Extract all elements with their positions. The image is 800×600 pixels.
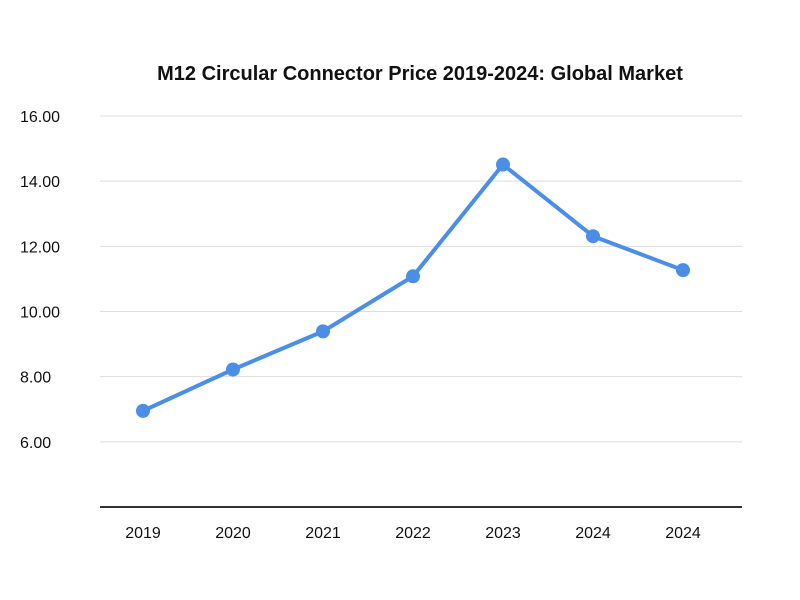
data-point [316, 324, 330, 339]
data-point [136, 403, 150, 418]
y-tick-label: 8.00 [20, 370, 51, 387]
y-tick-label: 10.00 [20, 305, 60, 322]
x-tick-label: 2024 [665, 525, 701, 542]
chart-title: M12 Circular Connector Price 2019-2024: … [157, 63, 683, 85]
x-tick-label: 2022 [395, 525, 431, 542]
x-tick-label: 2019 [125, 525, 161, 542]
x-tick-label: 2020 [215, 525, 251, 542]
data-point [586, 229, 600, 244]
gridlines [100, 115, 742, 443]
data-point [496, 157, 510, 172]
data-point [676, 263, 690, 278]
y-tick-label: 6.00 [20, 435, 51, 452]
y-tick-label: 14.00 [20, 174, 60, 191]
y-tick-label: 16.00 [20, 109, 60, 126]
data-point [406, 269, 420, 284]
x-tick-label: 2021 [305, 525, 341, 542]
x-axis-ticks: 2019 2020 2021 2022 2023 2024 2024 [125, 525, 701, 542]
x-tick-label: 2023 [485, 525, 521, 542]
y-tick-label: 12.00 [20, 239, 60, 256]
series-path [142, 162, 684, 413]
y-axis-ticks: 6.00 8.00 10.00 12.00 14.00 16.00 [20, 109, 60, 452]
x-tick-label: 2024 [575, 525, 611, 542]
series-line [136, 157, 690, 418]
data-point [226, 362, 240, 377]
